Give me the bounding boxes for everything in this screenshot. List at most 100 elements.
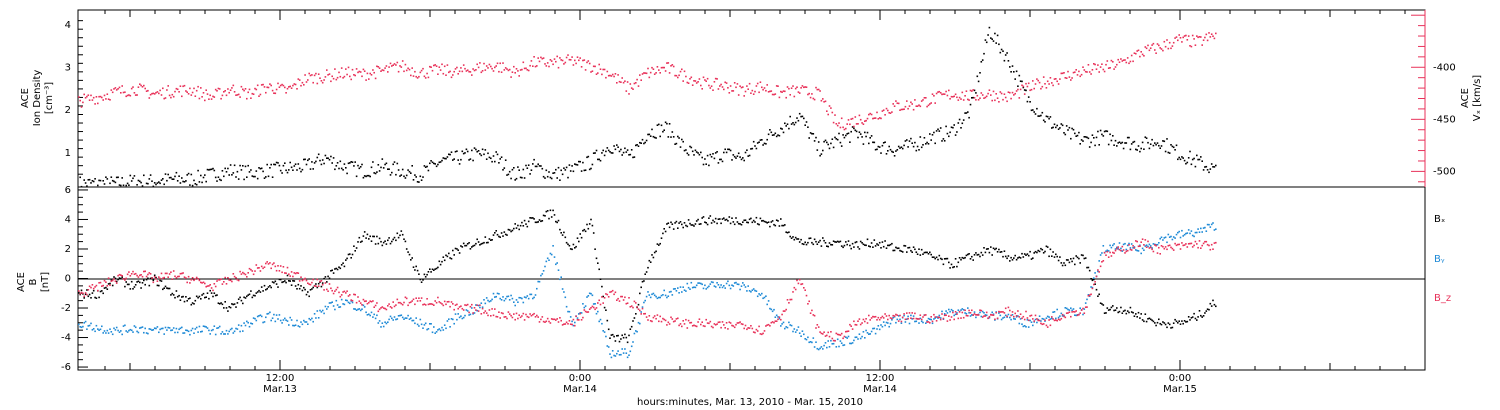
bz-point	[723, 324, 725, 326]
by-point	[471, 307, 473, 309]
bx-point	[1129, 306, 1132, 309]
vx-point	[297, 78, 300, 80]
bz-point	[538, 321, 541, 323]
bx-point	[602, 295, 604, 298]
bx-point	[80, 289, 83, 292]
vx-point	[701, 88, 703, 90]
by-point	[442, 329, 445, 331]
bz-point	[507, 311, 510, 313]
vx-point	[914, 99, 916, 101]
density-point	[368, 174, 370, 177]
vx-point	[1087, 64, 1090, 66]
density-point	[427, 169, 430, 172]
bx-point	[691, 224, 694, 226]
density-point	[1178, 156, 1180, 159]
bx-point	[277, 286, 279, 288]
bx-point	[510, 230, 512, 233]
vx-point	[1186, 39, 1189, 41]
bx-point	[434, 268, 436, 270]
by-point	[545, 260, 548, 263]
by-point	[546, 257, 549, 260]
vx-point	[877, 118, 880, 120]
density-point	[330, 155, 332, 158]
density-point	[446, 156, 449, 158]
density-point	[145, 182, 148, 185]
density-point	[437, 163, 439, 166]
density-point	[326, 157, 328, 159]
vx-point	[915, 105, 918, 107]
vx-point	[927, 104, 930, 107]
density-point	[151, 180, 153, 182]
bx-point	[427, 271, 430, 273]
bx-point	[977, 253, 980, 256]
vx-point	[819, 90, 821, 92]
vx-point	[695, 82, 698, 84]
vx-point	[587, 60, 590, 62]
bz-point	[236, 279, 239, 281]
by-point	[784, 327, 786, 330]
bx-point	[255, 292, 258, 294]
bx-point	[162, 288, 164, 291]
by-point	[991, 311, 993, 314]
bx-point	[971, 255, 973, 258]
bx-point	[324, 276, 327, 278]
density-point	[338, 167, 340, 170]
bx-point	[498, 235, 500, 238]
by-point	[1122, 243, 1125, 246]
vx-point	[397, 70, 400, 73]
density-point	[859, 133, 862, 135]
vx-point	[683, 70, 686, 73]
by-point	[213, 325, 216, 327]
density-point	[720, 158, 722, 161]
by-point	[820, 346, 823, 348]
density-point	[588, 168, 591, 171]
by-point	[351, 301, 354, 304]
vx-point	[705, 80, 707, 82]
bx-point	[584, 230, 587, 233]
by-point	[235, 327, 237, 330]
vx-point	[732, 90, 735, 92]
density-point	[133, 175, 136, 177]
vx-point	[922, 99, 924, 101]
by-point	[895, 321, 897, 324]
bx-point	[672, 228, 675, 230]
density-point	[981, 59, 984, 61]
by-point	[1166, 241, 1168, 244]
bz-point	[456, 303, 458, 306]
bz-point	[752, 331, 755, 333]
by-point	[327, 306, 329, 308]
density-point	[942, 138, 945, 140]
bz-point	[239, 270, 241, 273]
vx-point	[822, 98, 824, 100]
density-point	[973, 89, 976, 92]
bx-point	[976, 254, 979, 256]
by-point	[92, 328, 95, 330]
bx-point	[453, 254, 455, 256]
vx-point	[1061, 72, 1064, 75]
vx-point	[134, 94, 137, 96]
by-point	[931, 322, 934, 325]
vx-point	[876, 111, 878, 114]
bz-point	[223, 281, 225, 283]
by-point	[308, 317, 310, 320]
bz-point	[372, 300, 374, 302]
bx-point	[275, 283, 278, 285]
vx-point	[717, 88, 720, 90]
bz-point	[380, 307, 382, 309]
vx-point	[1088, 71, 1091, 73]
bz-point	[342, 291, 344, 293]
density-point	[617, 146, 619, 148]
bx-point	[1191, 316, 1194, 318]
bz-point	[122, 278, 125, 280]
density-point	[182, 180, 184, 183]
bz-point	[1145, 246, 1148, 248]
bx-point	[840, 245, 843, 247]
bz-point	[748, 327, 751, 329]
bz-point	[331, 289, 333, 292]
density-point	[1053, 123, 1056, 126]
bz-point	[843, 335, 846, 338]
by-point	[397, 315, 400, 317]
series-vx	[78, 32, 1217, 131]
bz-point	[939, 318, 942, 321]
bz-point	[1215, 241, 1217, 244]
